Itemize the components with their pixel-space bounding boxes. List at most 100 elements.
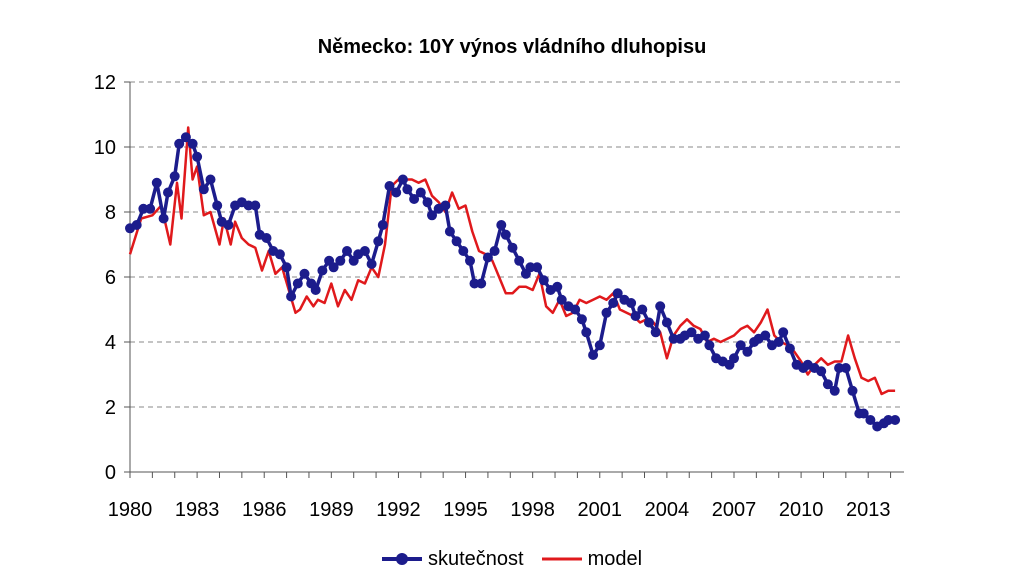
data-point-actual	[180, 132, 191, 143]
data-point-actual	[778, 327, 789, 338]
data-point-actual	[359, 246, 370, 256]
data-point-actual	[476, 278, 487, 289]
data-point-actual	[192, 151, 203, 162]
x-tick-label: 2004	[645, 499, 690, 521]
data-point-actual	[281, 262, 292, 273]
data-point-actual	[552, 281, 563, 292]
data-point-actual	[816, 366, 827, 377]
x-tick-label: 1986	[242, 499, 287, 521]
data-point-actual	[205, 174, 216, 185]
data-point-actual	[366, 259, 377, 269]
data-point-actual	[601, 307, 612, 318]
data-point-actual	[840, 363, 851, 373]
data-point-actual	[655, 301, 666, 312]
series-line-model	[128, 126, 896, 396]
data-point-actual	[342, 246, 352, 256]
data-point-actual	[822, 379, 833, 390]
data-point-actual	[699, 330, 710, 341]
data-point-actual	[784, 343, 795, 354]
data-point-actual	[735, 340, 746, 351]
data-point-actual	[458, 246, 469, 256]
data-point-actual	[397, 174, 408, 185]
data-point-actual	[145, 203, 156, 214]
axes	[124, 81, 904, 478]
data-point-actual	[489, 246, 500, 256]
data-point-actual	[292, 278, 303, 289]
data-point-actual	[538, 275, 549, 286]
data-point-actual	[581, 327, 592, 338]
legend-swatch-model	[541, 557, 582, 561]
data-point-actual	[299, 268, 310, 279]
x-tick-label: 1989	[309, 499, 354, 521]
data-point-actual	[465, 255, 475, 266]
y-tick-label: 10	[94, 137, 116, 159]
data-point-actual	[409, 194, 420, 204]
data-point-actual	[865, 415, 876, 425]
data-point-actual	[174, 138, 185, 149]
x-tick-label: 1998	[510, 499, 555, 521]
data-point-actual	[427, 210, 437, 221]
data-point-actual	[570, 304, 581, 315]
data-point-actual	[422, 197, 433, 208]
data-point-actual	[686, 327, 697, 338]
x-tick-label: 1983	[175, 499, 220, 521]
legend: skutečnost model	[0, 542, 1024, 576]
data-point-actual	[650, 327, 661, 338]
y-tick-label: 4	[105, 332, 116, 354]
series-line-actual	[129, 135, 896, 429]
data-point-actual	[310, 285, 321, 295]
data-point-actual	[444, 226, 455, 237]
x-tick-labels: 1980 1983 1986 1989 1992 1995 1998 2001 2004 2007…	[108, 499, 891, 521]
data-point-actual	[169, 171, 180, 182]
data-point-actual	[377, 220, 388, 230]
chart-title: Německo: 10Y výnos vládního dluhopisu	[317, 36, 707, 58]
data-point-actual	[507, 242, 518, 253]
data-point-actual	[261, 233, 272, 243]
x-tick-label: 1980	[108, 499, 153, 521]
data-point-actual	[630, 311, 641, 321]
data-point-actual	[576, 314, 587, 325]
data-point-actual	[384, 181, 395, 191]
data-point-actual	[612, 288, 623, 299]
data-point-actual	[890, 415, 901, 425]
data-point-actual	[588, 350, 599, 360]
data-point-actual	[151, 177, 162, 188]
y-tick-label: 12	[94, 72, 116, 94]
data-point-actual	[131, 220, 142, 230]
data-point-actual	[644, 317, 654, 328]
data-point-actual	[594, 340, 605, 351]
y-tick-label: 6	[105, 267, 116, 289]
x-tick-label: 2007	[712, 499, 757, 521]
data-point-actual	[274, 249, 285, 260]
legend-label-model: model	[587, 547, 643, 570]
data-point-actual	[212, 200, 223, 211]
data-point-actual	[286, 291, 297, 302]
data-point-actual	[514, 255, 525, 266]
data-point-actual	[198, 184, 209, 195]
data-point-actual	[415, 187, 426, 198]
legend-swatch-actual	[381, 553, 422, 565]
data-point-actual	[500, 229, 511, 240]
data-point-actual	[187, 138, 198, 149]
series-layer	[125, 126, 901, 432]
legend-item-model: model	[541, 547, 643, 571]
y-tick-label: 0	[105, 462, 116, 484]
x-tick-label: 2010	[779, 499, 824, 521]
data-point-actual	[328, 262, 339, 273]
data-point-actual	[556, 294, 567, 305]
data-point-actual	[451, 236, 462, 247]
data-point-actual	[704, 340, 715, 351]
legend-label-actual: skutečnost	[427, 547, 524, 570]
data-point-actual	[742, 346, 753, 357]
data-point-actual	[163, 187, 173, 198]
data-point-actual	[773, 337, 784, 347]
x-tick-label: 1995	[443, 499, 488, 521]
y-tick-label: 2	[105, 397, 116, 419]
data-point-actual	[729, 353, 739, 364]
data-point-actual	[496, 220, 507, 230]
legend-item-actual: skutečnost	[381, 547, 524, 571]
data-point-actual	[760, 330, 771, 341]
data-point-actual	[661, 317, 672, 328]
data-point-actual	[482, 252, 493, 263]
data-point-actual	[847, 385, 858, 396]
